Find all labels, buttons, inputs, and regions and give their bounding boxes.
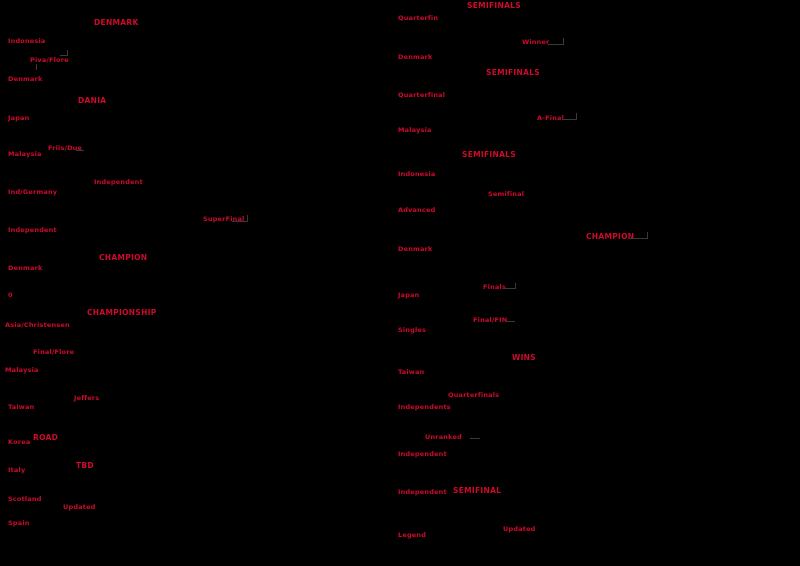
bracket-label: Denmark [8, 75, 43, 83]
bracket-connector-line [470, 438, 480, 439]
bracket-label: Italy [8, 466, 26, 474]
bracket-label: Japan [8, 114, 30, 122]
bracket-label: Independents [398, 403, 451, 411]
bracket-label: SEMIFINALS [467, 1, 521, 10]
bracket-connector-line [504, 288, 516, 289]
bracket-label: Ind/Germany [8, 188, 58, 196]
bracket-label: Final/FIN [473, 316, 508, 324]
bracket-label: Malaysia [398, 126, 432, 134]
bracket-label: CHAMPION [99, 253, 148, 262]
bracket-label: Singles [398, 326, 427, 334]
bracket-connector-line [576, 113, 577, 120]
bracket-connector-line [232, 221, 248, 222]
bracket-label: Unranked [425, 433, 462, 441]
bracket-label: Quarterfinals [448, 391, 500, 399]
bracket-label: 0 [8, 291, 13, 299]
bracket-label: Friis/Due [48, 144, 83, 152]
bracket-connector-line [562, 119, 577, 120]
bracket-label: Denmark [398, 53, 433, 61]
bracket-connector-line [630, 238, 648, 239]
bracket-label: Legend [398, 531, 427, 539]
bracket-label: CHAMPIONSHIP [87, 308, 157, 317]
bracket-label: Denmark [8, 264, 43, 272]
bracket-label: Korea [8, 438, 31, 446]
bracket-label: Indonesia [8, 37, 46, 45]
bracket-label: Updated [503, 525, 536, 533]
bracket-label: Asia/Christensen [5, 321, 70, 329]
bracket-label: Denmark [398, 245, 433, 253]
bracket-label: Malaysia [5, 366, 39, 374]
bracket-connector-line [505, 321, 515, 322]
bracket-connector-line [515, 283, 516, 289]
bracket-label: ROAD [33, 433, 59, 442]
bracket-label: Finals [483, 283, 506, 291]
bracket-connector-line [563, 38, 564, 45]
bracket-connector-line [247, 215, 248, 222]
bracket-label: Malaysia [8, 150, 42, 158]
bracket-connector-line [60, 55, 68, 56]
bracket-connector-line [548, 44, 564, 45]
bracket-label: SEMIFINALS [462, 150, 516, 159]
bracket-label: Semifinal [488, 190, 525, 198]
bracket-label: Winner [522, 38, 550, 46]
bracket-label: Jeffers [74, 394, 100, 402]
bracket-label: Japan [398, 291, 420, 299]
bracket-label: A-Final [537, 114, 565, 122]
bracket-label: Independent [8, 226, 57, 234]
bracket-label: DENMARK [94, 18, 139, 27]
bracket-connector-line [76, 150, 84, 151]
bracket-label: Taiwan [8, 403, 35, 411]
bracket-label: WINS [512, 353, 536, 362]
bracket-label: DANIA [78, 96, 107, 105]
bracket-connector-line [67, 50, 68, 56]
bracket-label: Independent [398, 488, 447, 496]
bracket-label: TBD [76, 461, 94, 470]
bracket-label: Quarterfinal [398, 91, 446, 99]
bracket-connector-line [36, 64, 37, 70]
bracket-label: Advanced [398, 206, 436, 214]
bracket-label: Final/Flore [33, 348, 75, 356]
bracket-label: Independent [94, 178, 143, 186]
bracket-label: Indonesia [398, 170, 436, 178]
bracket-label: Taiwan [398, 368, 425, 376]
bracket-label: Scotland [8, 495, 42, 503]
bracket-label: SEMIFINAL [453, 486, 502, 495]
bracket-connector-line [647, 232, 648, 239]
bracket-label: Updated [63, 503, 96, 511]
bracket-label: Quarterfin [398, 14, 439, 22]
bracket-label: CHAMPION [586, 232, 635, 241]
bracket-label: SEMIFINALS [486, 68, 540, 77]
bracket-label: SuperFinal [203, 215, 245, 223]
bracket-label: Spain [8, 519, 30, 527]
bracket-label: Piva/Flore [30, 56, 69, 64]
bracket-label: Independent [398, 450, 447, 458]
